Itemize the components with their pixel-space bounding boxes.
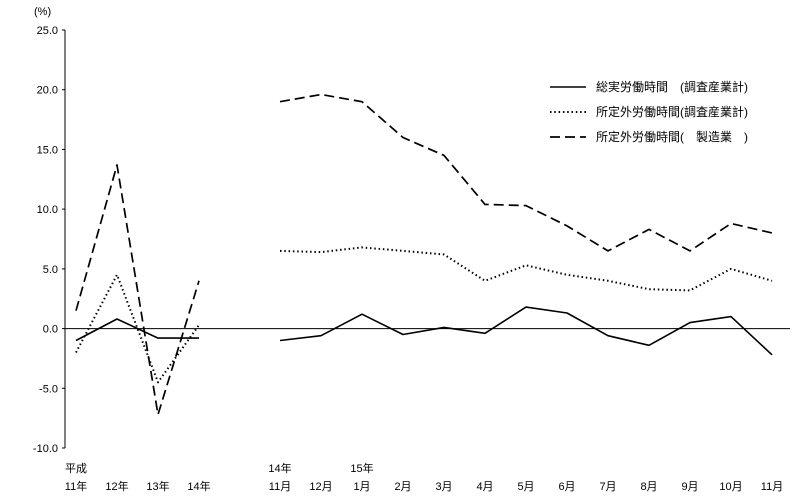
legend: 総実労働時間 (調査産業計) 所定外労働時間(調査産業計) 所定外労働時間( 製… [548, 78, 748, 145]
svg-text:4月: 4月 [476, 481, 493, 493]
svg-text:5.0: 5.0 [43, 264, 58, 276]
svg-text:20.0: 20.0 [37, 85, 58, 97]
svg-text:5月: 5月 [517, 481, 534, 493]
svg-text:12月: 12月 [309, 481, 332, 493]
svg-text:8月: 8月 [640, 481, 657, 493]
svg-text:3月: 3月 [435, 481, 452, 493]
svg-text:9月: 9月 [681, 481, 698, 493]
svg-text:7月: 7月 [599, 481, 616, 493]
svg-text:25.0: 25.0 [37, 25, 58, 37]
svg-text:10月: 10月 [719, 481, 742, 493]
svg-text:15年: 15年 [350, 461, 373, 475]
legend-item-total-hours: 総実労働時間 (調査産業計) [548, 78, 748, 95]
svg-text:11年: 11年 [65, 479, 87, 493]
dotted-line-icon [550, 110, 586, 113]
svg-text:13年: 13年 [146, 479, 169, 493]
svg-text:-5.0: -5.0 [39, 383, 58, 395]
solid-line-icon [550, 85, 586, 88]
svg-text:0.0: 0.0 [43, 324, 58, 336]
svg-text:14年: 14年 [187, 479, 210, 493]
svg-text:平成: 平成 [65, 462, 87, 475]
legend-label-overtime-all-industries: 所定外労働時間(調査産業計) [596, 105, 748, 119]
svg-text:2月: 2月 [394, 481, 411, 493]
svg-text:14年: 14年 [268, 461, 291, 475]
dashed-line-icon [550, 135, 586, 138]
legend-label-overtime-manufacturing: 所定外労働時間( 製造業 ) [596, 130, 748, 144]
svg-text:11月: 11月 [269, 481, 291, 493]
legend-label-total-hours: 総実労働時間 (調査産業計) [596, 80, 748, 94]
svg-text:-10.0: -10.0 [33, 443, 58, 455]
legend-item-overtime-manufacturing: 所定外労働時間( 製造業 ) [548, 128, 748, 145]
svg-text:10.0: 10.0 [37, 204, 58, 216]
svg-text:15.0: 15.0 [37, 144, 58, 156]
svg-text:6月: 6月 [558, 481, 575, 493]
svg-text:12年: 12年 [105, 479, 128, 493]
y-axis-unit-label: (%) [34, 6, 52, 18]
svg-text:1月: 1月 [353, 481, 370, 493]
svg-text:11月: 11月 [761, 481, 783, 493]
legend-item-overtime-all-industries: 所定外労働時間(調査産業計) [548, 103, 748, 120]
